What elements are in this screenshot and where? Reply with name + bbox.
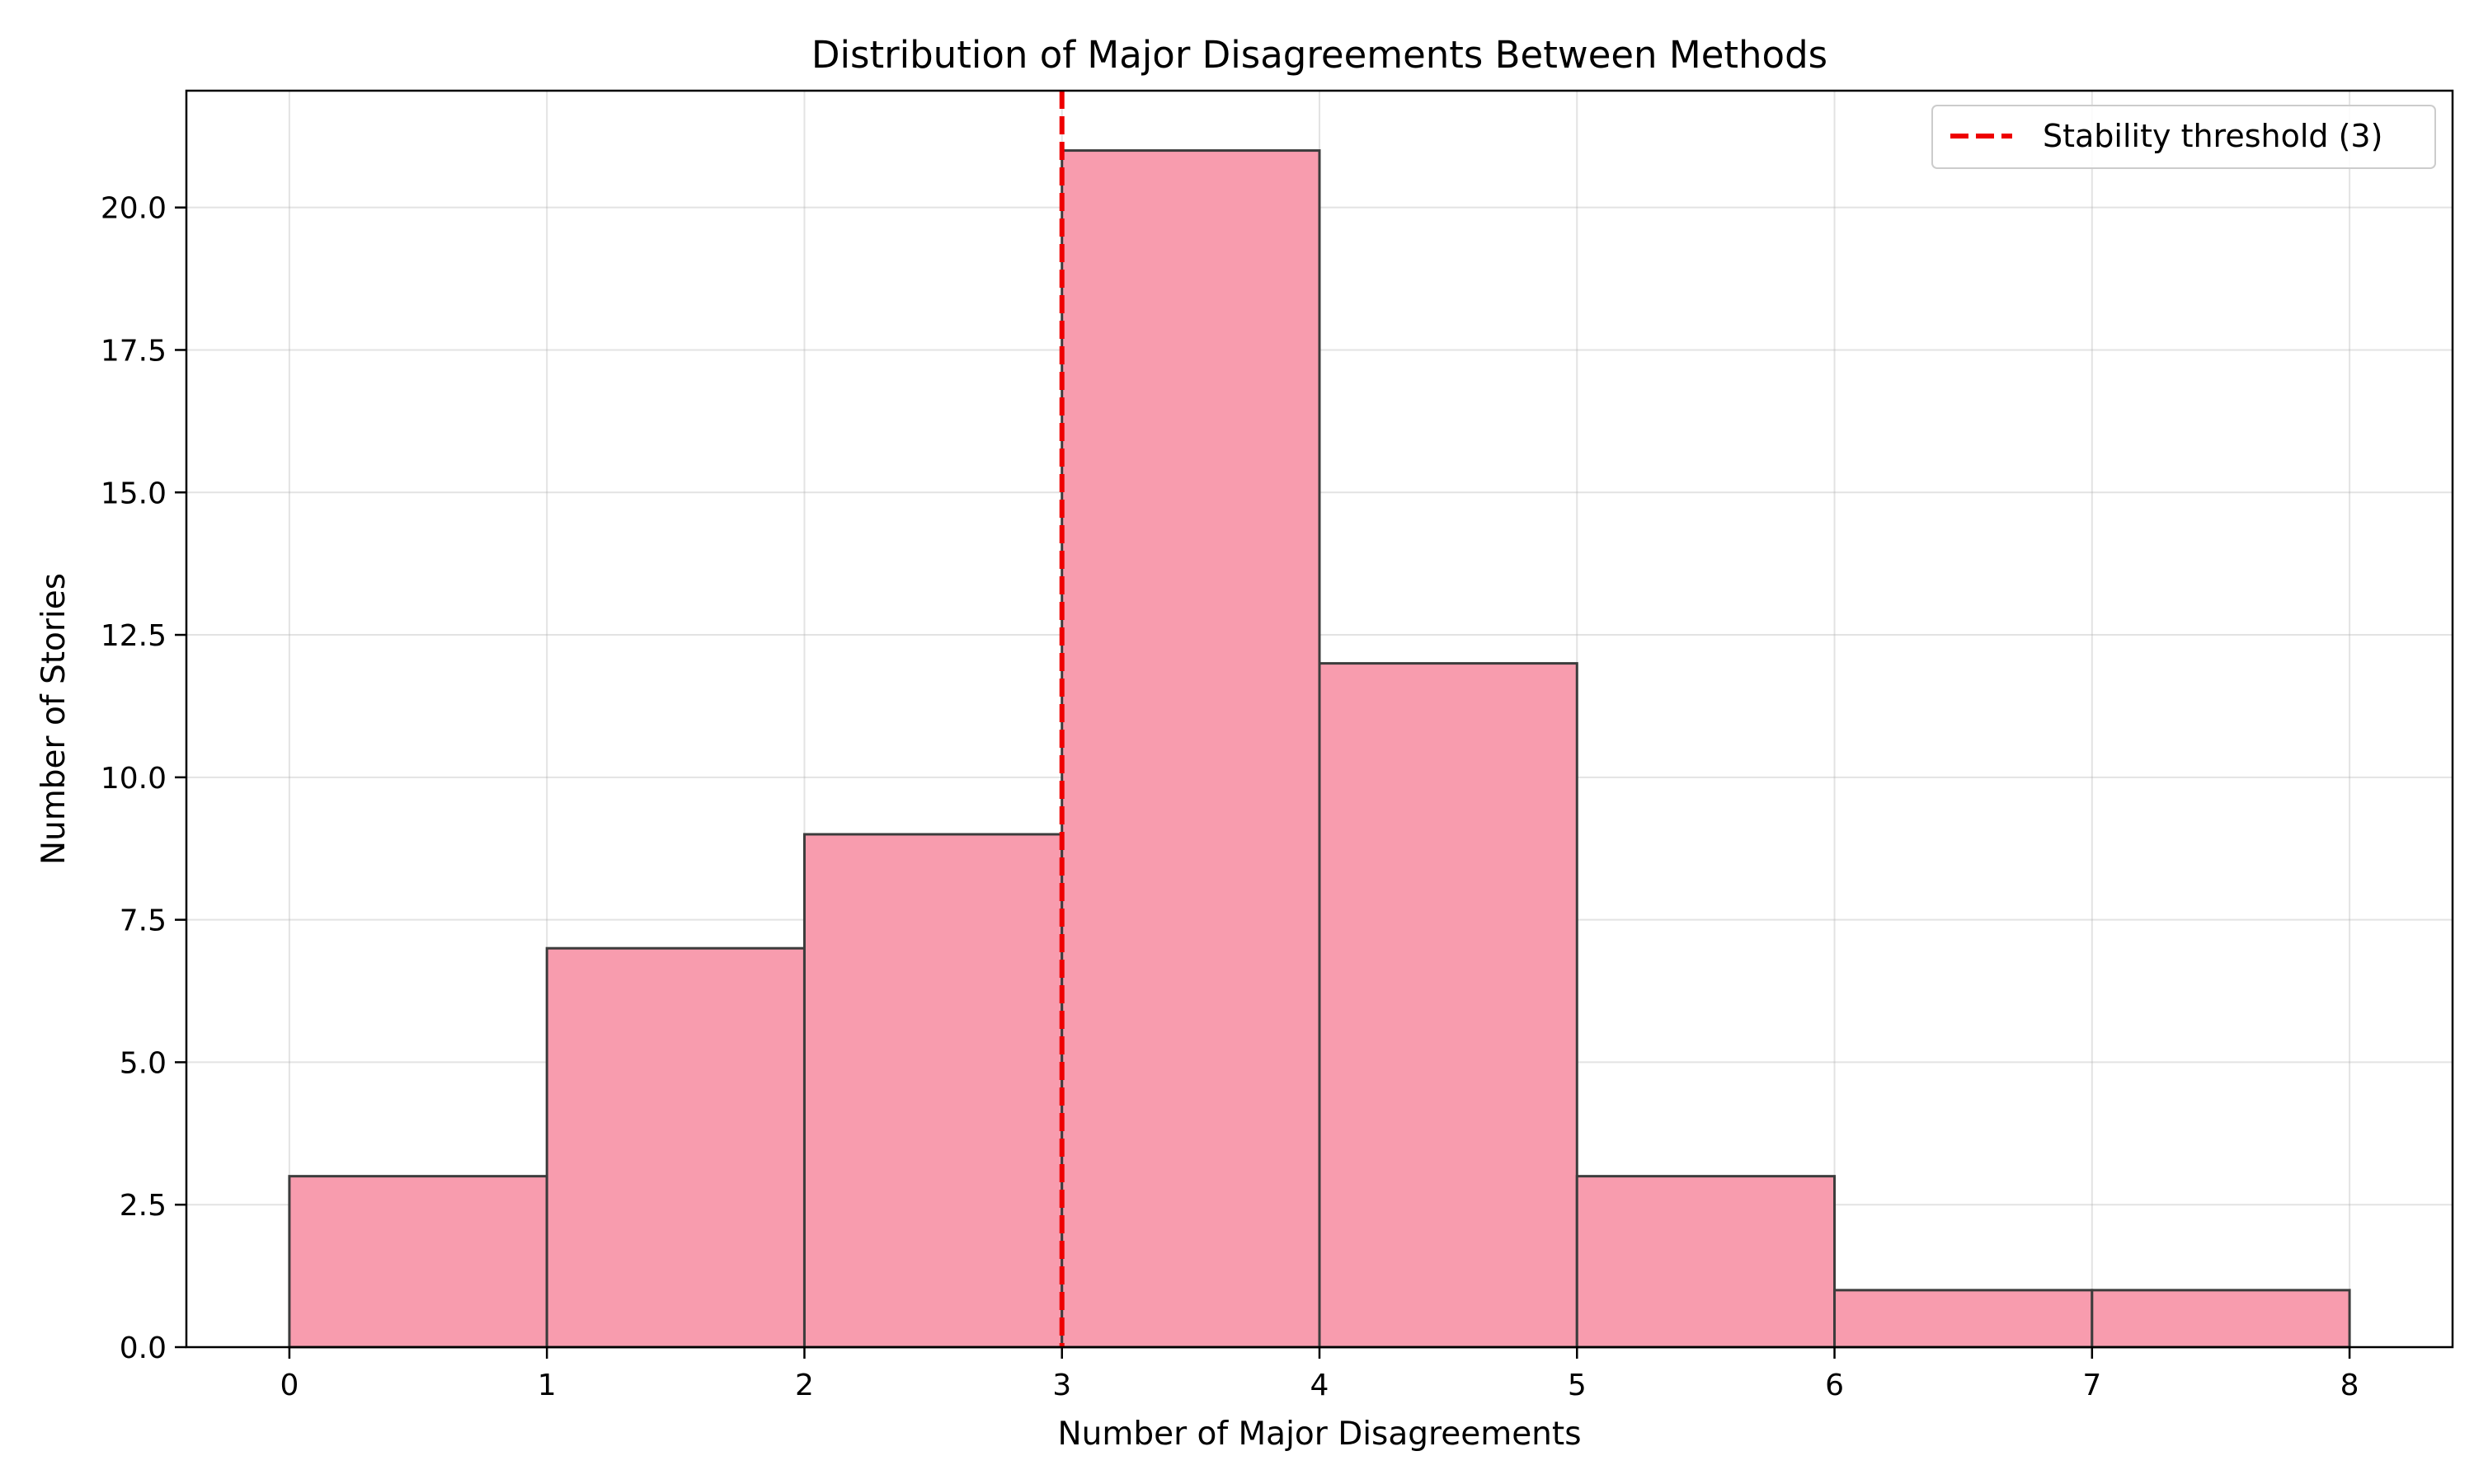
histogram-bar — [1833, 1289, 2094, 1349]
x-tick-label: 8 — [2340, 1369, 2359, 1402]
x-tick-label: 3 — [1052, 1369, 1071, 1402]
histogram-bar — [545, 946, 806, 1349]
legend-threshold-label: Stability threshold (3) — [2043, 118, 2382, 154]
histogram-bar — [1061, 149, 1321, 1349]
x-tick-label: 6 — [1825, 1369, 1844, 1402]
x-tick-label: 0 — [280, 1369, 299, 1402]
x-axis-ticks: 0 1 2 3 4 5 6 7 8 — [280, 1347, 2359, 1402]
histogram-bar — [288, 1175, 548, 1349]
y-tick-label: 17.5 — [101, 334, 167, 368]
histogram-bar — [1575, 1175, 1837, 1349]
legend: Stability threshold (3) — [1931, 105, 2436, 169]
y-tick-label: 0.0 — [120, 1331, 167, 1365]
y-tick-label: 2.5 — [120, 1189, 167, 1223]
legend-box — [1931, 105, 2436, 169]
y-tick-label: 5.0 — [120, 1046, 167, 1080]
y-tick-label: 20.0 — [101, 192, 167, 226]
y-tick-label: 7.5 — [120, 904, 167, 938]
x-tick-label: 4 — [1310, 1369, 1329, 1402]
x-axis-label: Number of Major Disagreements — [1057, 1416, 1581, 1453]
histogram-bar — [2091, 1289, 2351, 1349]
x-tick-label: 7 — [2082, 1369, 2101, 1402]
histogram-bar — [1318, 662, 1578, 1349]
histogram-bar — [802, 833, 1064, 1349]
x-tick-label: 1 — [538, 1369, 557, 1402]
bars-group — [288, 149, 2351, 1349]
y-tick-label: 10.0 — [101, 762, 167, 796]
y-tick-label: 12.5 — [101, 619, 167, 653]
x-tick-label: 5 — [1568, 1369, 1587, 1402]
y-axis-label: Number of Stories — [35, 573, 73, 865]
x-tick-label: 2 — [795, 1369, 814, 1402]
chart-title: Distribution of Major Disagreements Betw… — [811, 33, 1827, 77]
y-axis-ticks: 0.0 2.5 5.0 7.5 10.0 12.5 15.0 17.5 20.0 — [101, 192, 186, 1365]
y-tick-label: 15.0 — [101, 477, 167, 510]
